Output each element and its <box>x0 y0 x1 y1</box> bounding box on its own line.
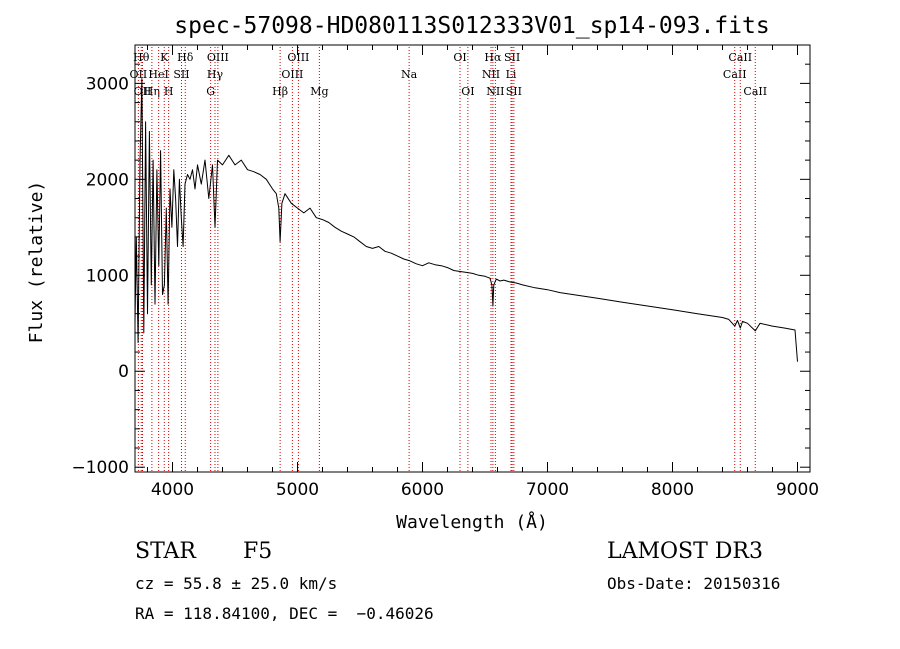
y-tick-label: 2000 <box>86 170 129 190</box>
chart-title: spec-57098-HD080113S012333V01_sp14-093.f… <box>174 13 769 39</box>
object-class: STAR <box>135 539 196 564</box>
x-tick-label: 7000 <box>526 480 569 500</box>
survey-name: LAMOST DR3 <box>607 539 763 564</box>
x-axis-label: Wavelength (Å) <box>396 511 548 533</box>
line-marker-label: SII <box>504 51 520 64</box>
line-marker-label: Na <box>401 68 418 81</box>
y-tick-label: −1000 <box>71 458 129 478</box>
line-marker-label: K <box>160 51 169 64</box>
x-tick-label: 8000 <box>651 480 694 500</box>
line-marker-label: OII <box>134 85 152 98</box>
line-marker-label: Hβ <box>272 85 288 98</box>
object-subclass: F5 <box>243 539 273 564</box>
y-tick-label: 1000 <box>86 266 129 286</box>
y-axis-label: Flux (relative) <box>26 181 47 344</box>
x-tick-label: 6000 <box>401 480 444 500</box>
line-marker-label: SII <box>506 85 522 98</box>
line-marker-label: OIII <box>287 51 309 64</box>
line-marker-label: NII <box>486 85 504 98</box>
redshift-velocity: cz = 55.8 ± 25.0 km/s <box>135 574 338 593</box>
line-marker-label: H <box>164 85 174 98</box>
line-marker-label: Hδ <box>177 51 194 64</box>
line-marker-label: Hη <box>144 85 160 98</box>
spectrum-line <box>134 78 798 362</box>
line-marker-label: Hγ <box>207 68 224 81</box>
line-marker-label: OI <box>453 51 466 64</box>
line-marker-label: NII <box>482 68 500 81</box>
line-marker-label: HeI <box>148 68 168 81</box>
coordinates: RA = 118.84100, DEC = −0.46026 <box>135 604 434 623</box>
line-marker-label: Hα <box>484 51 502 64</box>
line-marker-label: Mg <box>310 85 328 98</box>
y-tick-label: 3000 <box>86 74 129 94</box>
line-marker-label: SII <box>173 68 189 81</box>
line-marker-label: OI <box>461 85 474 98</box>
line-marker-label: OII <box>130 68 148 81</box>
line-marker-label: OIII <box>281 68 303 81</box>
x-tick-label: 9000 <box>776 480 819 500</box>
line-marker-label: CaII <box>728 51 752 64</box>
line-marker-label: G <box>206 85 215 98</box>
line-marker-label: Hθ <box>133 51 150 64</box>
line-marker-label: Li <box>506 68 517 81</box>
plot-frame <box>134 44 811 473</box>
x-axis: 4000 5000 6000 7000 8000 9000 <box>147 45 819 500</box>
line-marker-label: OIII <box>207 51 229 64</box>
y-tick-label: 0 <box>118 362 129 382</box>
x-tick-label: 4000 <box>151 480 194 500</box>
y-axis: −1000 0 1000 2000 3000 <box>71 44 810 478</box>
line-marker-label: CaII <box>723 68 747 81</box>
observation-date: Obs-Date: 20150316 <box>607 574 781 593</box>
x-tick-label: 5000 <box>276 480 319 500</box>
spectrum-series <box>134 78 798 362</box>
emission-line-markers: OIIHθOIIHηHeIKHSIIHδGHγOIIIHβOIIIOIIIMgN… <box>130 47 767 472</box>
line-marker-label: CaII <box>743 85 767 98</box>
